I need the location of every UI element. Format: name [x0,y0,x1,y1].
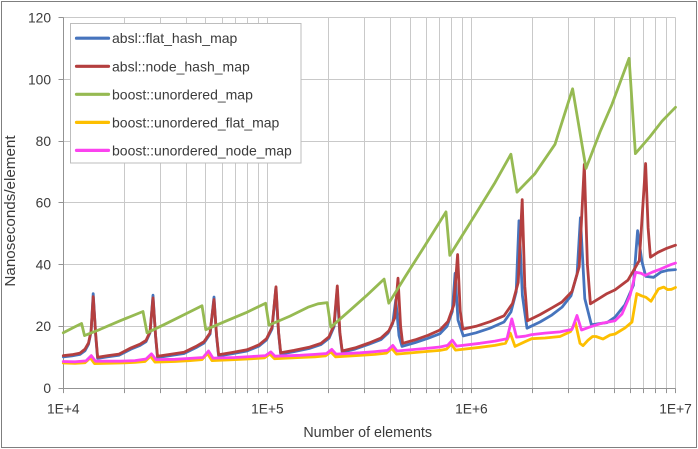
svg-text:1E+7: 1E+7 [659,402,692,417]
svg-text:Nanoseconds/element: Nanoseconds/element [2,135,19,287]
svg-text:80: 80 [36,134,52,149]
svg-text:60: 60 [36,196,52,211]
svg-text:boost::unordered_map: boost::unordered_map [112,86,253,102]
svg-text:1E+5: 1E+5 [251,402,284,417]
svg-text:120: 120 [28,11,51,26]
svg-text:0: 0 [43,381,51,396]
svg-text:boost::unordered_flat_map: boost::unordered_flat_map [112,114,280,130]
svg-text:boost::unordered_node_map: boost::unordered_node_map [112,142,292,158]
svg-text:absl::flat_hash_map: absl::flat_hash_map [112,30,238,46]
svg-text:20: 20 [36,319,52,334]
svg-text:Number of elements: Number of elements [303,425,432,441]
svg-text:40: 40 [36,257,52,272]
svg-text:100: 100 [28,72,51,87]
svg-text:1E+6: 1E+6 [455,402,488,417]
svg-text:absl::node_hash_map: absl::node_hash_map [112,58,250,74]
svg-text:1E+4: 1E+4 [47,402,80,417]
